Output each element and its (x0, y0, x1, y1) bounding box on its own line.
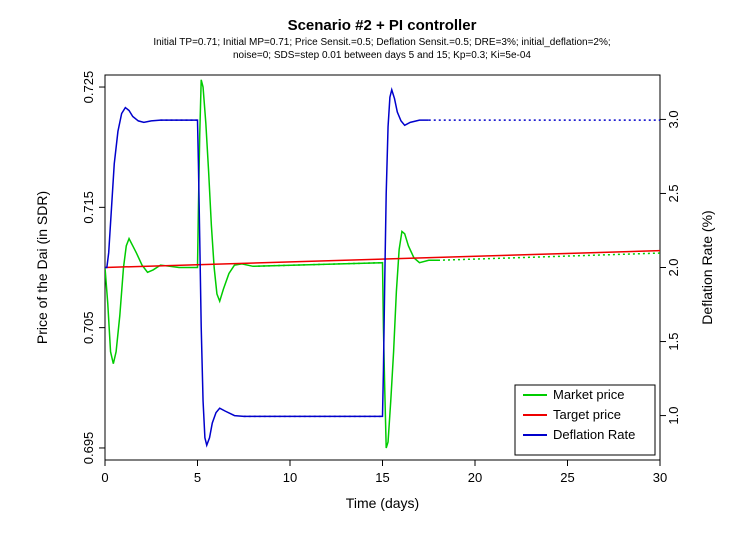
x-tick-label: 15 (375, 470, 389, 485)
legend-label: Market price (553, 387, 625, 402)
series-deflation-rate (105, 90, 429, 445)
y-left-tick-label: 0.715 (81, 191, 96, 224)
y-right-tick-label: 3.0 (666, 110, 681, 128)
x-tick-label: 30 (653, 470, 667, 485)
chart-subtitle-line2: noise=0; SDS=step 0.01 between days 5 an… (233, 50, 531, 61)
y-left-tick-label: 0.725 (81, 71, 96, 104)
y-axis-right-label: Deflation Rate (%) (699, 210, 715, 324)
legend-label: Target price (553, 407, 621, 422)
chart-svg: Scenario #2 + PI controller Initial TP=0… (0, 0, 750, 534)
x-tick-label: 5 (194, 470, 201, 485)
y-right-tick-label: 1.0 (666, 407, 681, 425)
y-right-tick-label: 1.5 (666, 332, 681, 350)
y-left-tick-label: 0.705 (81, 311, 96, 344)
x-tick-label: 10 (283, 470, 297, 485)
legend: Market price Target price Deflation Rate (515, 385, 655, 455)
chart-subtitle-line1: Initial TP=0.71; Initial MP=0.71; Price … (153, 37, 610, 48)
x-tick-label: 20 (468, 470, 482, 485)
chart-title: Scenario #2 + PI controller (288, 17, 477, 34)
x-tick-label: 25 (560, 470, 574, 485)
legend-label: Deflation Rate (553, 427, 635, 442)
y-right-tick-label: 2.0 (666, 258, 681, 276)
y-right-tick-label: 2.5 (666, 184, 681, 202)
y-axis-left-label: Price of the Dai (in SDR) (34, 191, 50, 344)
x-axis-label: Time (days) (346, 495, 419, 511)
x-tick-label: 0 (101, 470, 108, 485)
y-left-tick-label: 0.695 (81, 432, 96, 465)
